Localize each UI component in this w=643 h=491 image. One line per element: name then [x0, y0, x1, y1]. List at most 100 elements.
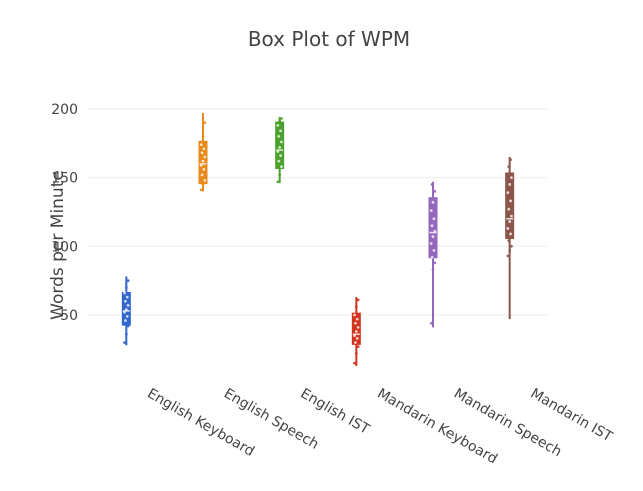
sample-point [429, 242, 433, 245]
sample-point [432, 249, 436, 252]
y-tick-label: 50 [60, 308, 78, 324]
sample-point [203, 155, 207, 159]
sample-point [125, 315, 129, 318]
sample-point [279, 154, 282, 158]
sample-point [433, 261, 437, 265]
sample-point [123, 291, 126, 295]
sample-point [199, 143, 203, 147]
sample-point [276, 150, 280, 153]
sample-point [203, 178, 207, 182]
sample-point [353, 334, 356, 338]
sample-point [356, 325, 360, 329]
box-series [121, 112, 515, 366]
sample-point [278, 119, 282, 123]
sample-point [508, 220, 512, 223]
sample-point [124, 308, 128, 311]
sample-point [431, 200, 435, 204]
sample-point [124, 319, 127, 322]
sample-point [354, 352, 358, 355]
sample-point [430, 255, 434, 259]
x-tick-label: English IST [298, 386, 373, 438]
sample-point [126, 279, 130, 283]
sample-point [508, 249, 512, 252]
sample-point [276, 123, 280, 127]
sample-point [506, 227, 510, 230]
box-english-ist[interactable] [275, 117, 285, 184]
iqr-box [428, 197, 438, 259]
sample-point [509, 158, 512, 162]
box-mandarin-speech[interactable] [428, 181, 438, 328]
sample-point [201, 159, 205, 163]
sample-point [429, 321, 433, 325]
sample-point [278, 145, 282, 149]
sample-point [126, 304, 130, 307]
sample-point [507, 165, 511, 168]
sample-point [201, 183, 205, 186]
sample-point [353, 361, 356, 365]
chart-title: Box Plot of WPM [248, 27, 410, 51]
sample-point [202, 147, 206, 151]
iqr-box [505, 172, 515, 240]
sample-point [203, 121, 207, 125]
sample-point [126, 324, 130, 328]
sample-point [355, 336, 359, 340]
sample-point [277, 134, 281, 138]
sample-point [509, 232, 512, 236]
sample-point [506, 254, 510, 258]
sample-point [199, 188, 203, 192]
sample-point [507, 239, 511, 243]
y-tick-label: 100 [51, 239, 78, 255]
box-english-speech[interactable] [198, 112, 208, 192]
sample-point [432, 217, 436, 221]
sample-point [433, 189, 437, 193]
sample-point [506, 191, 510, 195]
sample-point [123, 310, 126, 314]
box-english-keyboard[interactable] [121, 276, 131, 346]
sample-point [508, 183, 512, 186]
sample-point [355, 317, 359, 321]
sample-point [431, 235, 435, 239]
sample-point [279, 129, 282, 133]
sample-point [200, 151, 204, 155]
sample-point [278, 173, 282, 177]
sample-point [353, 313, 356, 317]
y-axis-ticks: 50 100 150 200 [51, 102, 78, 324]
sample-point [280, 117, 283, 120]
sample-point [430, 224, 434, 228]
y-tick-label: 150 [51, 171, 78, 187]
sample-point [510, 244, 513, 248]
sample-point [280, 140, 283, 144]
sample-point [354, 330, 358, 333]
sample-point [276, 180, 280, 184]
sample-point [431, 268, 435, 272]
sample-point [280, 165, 283, 168]
iqr-box [351, 312, 361, 345]
sample-point [125, 295, 129, 299]
sample-point [433, 229, 437, 233]
sample-point [510, 214, 513, 218]
sample-point [429, 209, 433, 212]
sample-point [124, 299, 127, 303]
sample-point [510, 176, 513, 179]
sample-point [509, 199, 512, 203]
sample-point [200, 173, 204, 177]
sample-point [201, 134, 205, 138]
box-mandarin-ist[interactable] [505, 156, 515, 320]
sample-point [356, 345, 360, 349]
gridlines [88, 108, 548, 316]
sample-point [430, 183, 434, 186]
sample-point [199, 163, 203, 167]
sample-point [354, 321, 357, 325]
sample-point [124, 286, 128, 289]
box-mandarin-keyboard[interactable] [351, 297, 361, 366]
sample-point [123, 341, 126, 344]
y-axis-title: Words per Minute [48, 170, 68, 320]
sample-point [202, 167, 206, 171]
sample-point [354, 305, 358, 309]
sample-point [356, 298, 360, 302]
sample-point [124, 332, 128, 336]
y-tick-label: 200 [51, 102, 78, 118]
